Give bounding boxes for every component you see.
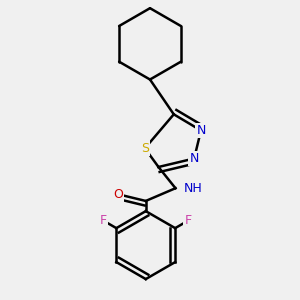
Text: NH: NH [184, 182, 203, 195]
Text: N: N [190, 152, 199, 165]
Text: O: O [113, 188, 123, 201]
Text: S: S [141, 142, 149, 155]
Text: F: F [100, 214, 107, 227]
Text: F: F [185, 214, 192, 227]
Text: N: N [196, 124, 206, 137]
